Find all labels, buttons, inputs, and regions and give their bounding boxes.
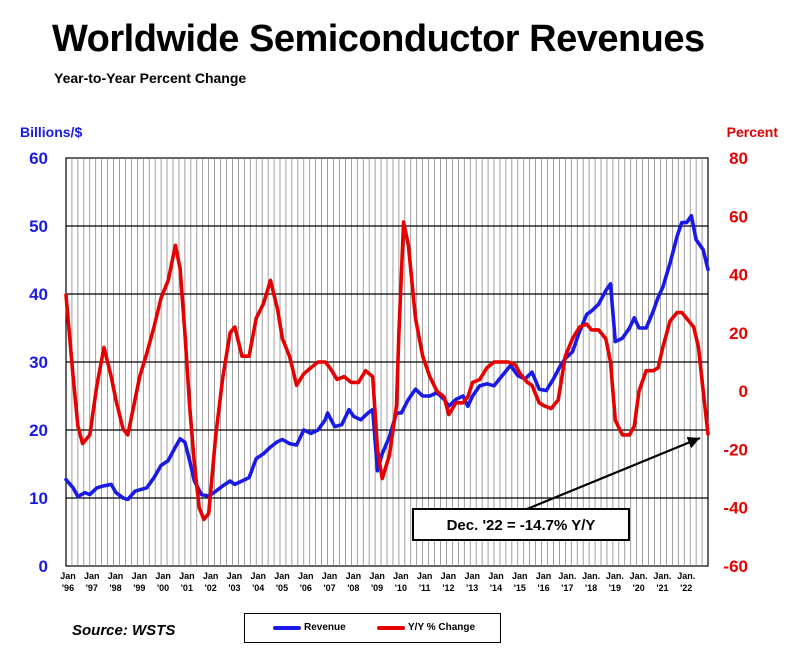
legend-swatch-revenue — [273, 625, 301, 630]
x-tick-label-year: '08 — [347, 583, 359, 593]
x-tick-label-year: '17 — [561, 583, 573, 593]
left-tick-label: 20 — [29, 421, 48, 440]
horizontal-grid — [66, 225, 708, 499]
x-tick-label-month: Jan — [488, 571, 504, 581]
x-tick-label-year: '19 — [609, 583, 621, 593]
x-tick-label-year: '04 — [252, 583, 264, 593]
legend-item-revenue: Revenue — [273, 622, 346, 633]
x-tick-label-month: Jan — [60, 571, 76, 581]
annotation-arrow-line — [526, 436, 701, 511]
annotation-box — [412, 508, 630, 541]
x-tick-label-year: '97 — [86, 583, 98, 593]
right-tick-label: 80 — [729, 149, 748, 168]
left-tick-label: 10 — [29, 489, 48, 508]
x-tick-label-year: '12 — [442, 583, 454, 593]
x-tick-label-month: Jan — [322, 571, 338, 581]
left-tick-label: 50 — [29, 217, 48, 236]
x-tick-label-month: Jan — [346, 571, 362, 581]
x-tick-label-year: '05 — [276, 583, 288, 593]
right-tick-label: -20 — [723, 440, 748, 459]
x-tick-label-month: Jan. — [653, 571, 671, 581]
right-tick-label: -60 — [723, 557, 748, 576]
x-tick-label-month: Jan — [274, 571, 290, 581]
x-tick-label-month: Jan. — [677, 571, 695, 581]
right-tick-label: 0 — [739, 382, 748, 401]
x-tick-label-year: '02 — [205, 583, 217, 593]
left-tick-label: 60 — [29, 149, 48, 168]
legend-swatch-yy — [377, 625, 405, 630]
x-tick-label-year: '22 — [680, 583, 692, 593]
left-tick-label: 30 — [29, 353, 48, 372]
legend-label-yy: Y/Y % Change — [408, 622, 476, 633]
right-tick-label: -40 — [723, 499, 748, 518]
yy-change-line — [64, 220, 710, 522]
annotation-text: Dec. '22 = -14.7% Y/Y — [447, 517, 596, 534]
x-tick-label-month: Jan — [441, 571, 457, 581]
x-tick-label-month: Jan — [84, 571, 100, 581]
chart-title: Worldwide Semiconductor Revenues — [52, 18, 705, 60]
x-tick-label-month: Jan — [298, 571, 314, 581]
x-tick-label-month: Jan — [536, 571, 552, 581]
left-tick-label: 40 — [29, 285, 48, 304]
x-tick-label-month: Jan. — [558, 571, 576, 581]
chart-legend: Revenue Y/Y % Change — [244, 613, 501, 643]
x-tick-label-month: Jan — [203, 571, 219, 581]
x-tick-label-year: '14 — [490, 583, 502, 593]
x-tick-label-month: Jan — [250, 571, 266, 581]
x-tick-label-month: Jan. — [606, 571, 624, 581]
x-tick-label-month: Jan — [417, 571, 433, 581]
x-tick-label-year: '11 — [419, 583, 431, 593]
x-tick-label-month: Jan — [179, 571, 195, 581]
x-tick-label-year: '15 — [514, 583, 526, 593]
right-tick-label: 20 — [729, 324, 748, 343]
x-tick-label-year: '96 — [62, 583, 74, 593]
x-tick-label-month: Jan — [155, 571, 171, 581]
x-tick-label-year: '99 — [133, 583, 145, 593]
x-tick-label-month: Jan — [369, 571, 385, 581]
x-tick-label-year: '03 — [228, 583, 240, 593]
x-tick-label-month: Jan — [464, 571, 480, 581]
left-axis-label: Billions/$ — [20, 124, 83, 140]
source-note: Source: WSTS — [72, 622, 176, 639]
right-axis-label: Percent — [726, 124, 778, 140]
x-tick-label-year: '20 — [633, 583, 645, 593]
x-tick-label-year: '00 — [157, 583, 169, 593]
x-tick-label-year: '06 — [300, 583, 312, 593]
x-tick-label-month: Jan. — [630, 571, 648, 581]
x-tick-label-month: Jan — [108, 571, 124, 581]
x-tick-label-year: '16 — [537, 583, 549, 593]
revenue-line — [64, 214, 710, 502]
legend-label-revenue: Revenue — [304, 622, 346, 633]
x-tick-label-year: '21 — [656, 583, 668, 593]
left-tick-label: 0 — [39, 557, 48, 576]
x-tick-label-month: Jan — [132, 571, 148, 581]
x-tick-label-month: Jan — [512, 571, 528, 581]
x-tick-label-year: '13 — [466, 583, 478, 593]
x-tick-label-year: '01 — [181, 583, 193, 593]
x-tick-label-month: Jan. — [582, 571, 600, 581]
x-tick-label-year: '18 — [585, 583, 597, 593]
annotation-arrowhead — [686, 436, 700, 449]
x-tick-label-month: Jan — [227, 571, 243, 581]
x-tick-label-year: '07 — [323, 583, 335, 593]
x-tick-label-year: '10 — [395, 583, 407, 593]
right-tick-label: 40 — [729, 266, 748, 285]
chart-subtitle: Year-to-Year Percent Change — [54, 70, 247, 86]
x-tick-label-year: '98 — [109, 583, 121, 593]
right-tick-label: 60 — [729, 207, 748, 226]
x-tick-label-month: Jan — [393, 571, 409, 581]
legend-item-yy: Y/Y % Change — [377, 622, 475, 633]
x-tick-label-year: '09 — [371, 583, 383, 593]
